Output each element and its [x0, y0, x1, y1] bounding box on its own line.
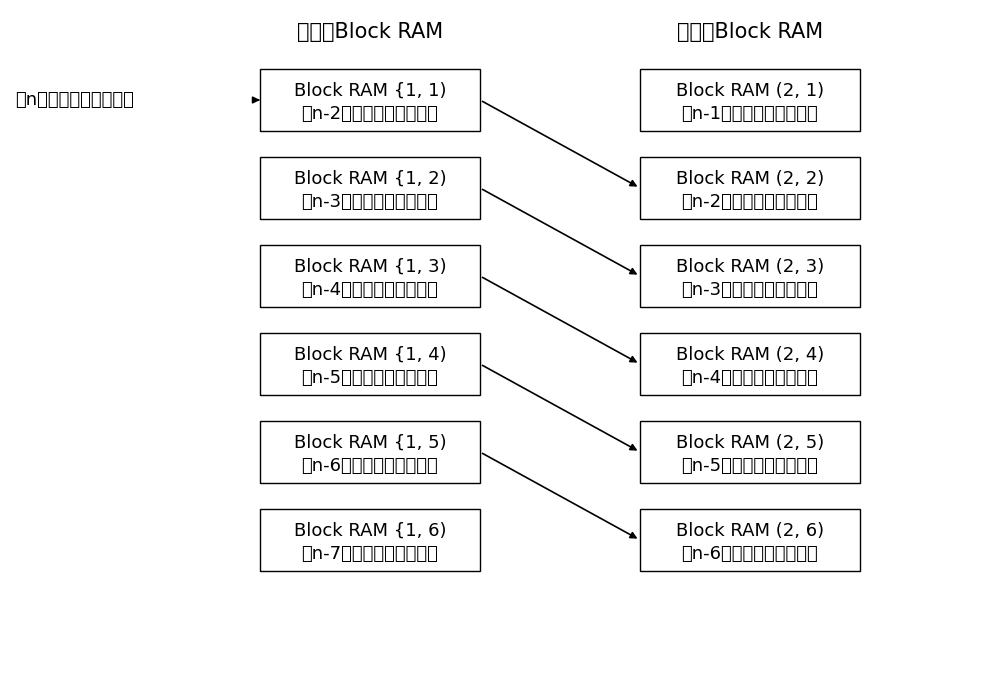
- Bar: [260, 157, 480, 219]
- Bar: [640, 333, 860, 395]
- Bar: [640, 157, 860, 219]
- Text: 第n-2采样时刻基阵列数据: 第n-2采样时刻基阵列数据: [302, 104, 438, 123]
- Text: 第n-6采样时刻基阵列数据: 第n-6采样时刻基阵列数据: [302, 457, 438, 475]
- Text: Block RAM (2, 4): Block RAM (2, 4): [676, 346, 824, 363]
- Text: 第n-7采样时刻基阵列数据: 第n-7采样时刻基阵列数据: [302, 545, 438, 563]
- Text: Block RAM {1, 2): Block RAM {1, 2): [294, 170, 446, 188]
- Bar: [260, 245, 480, 307]
- Text: 第n-4采样时刻基阵列数据: 第n-4采样时刻基阵列数据: [302, 281, 438, 299]
- Text: Block RAM {1, 3): Block RAM {1, 3): [294, 258, 446, 275]
- Bar: [640, 509, 860, 571]
- Bar: [640, 245, 860, 307]
- Text: Block RAM {1, 1): Block RAM {1, 1): [294, 82, 446, 100]
- Text: Block RAM (2, 2): Block RAM (2, 2): [676, 170, 824, 188]
- Text: 第n-5采样时刻基阵列数据: 第n-5采样时刻基阵列数据: [302, 369, 438, 387]
- Text: 第n-3采样时刻基阵列数据: 第n-3采样时刻基阵列数据: [302, 192, 438, 211]
- Text: 第n-3采样时刻基阵列数据: 第n-3采样时刻基阵列数据: [682, 281, 818, 299]
- Bar: [260, 509, 480, 571]
- Bar: [260, 69, 480, 131]
- Text: 第n采样时刻基阵列数据: 第n采样时刻基阵列数据: [15, 91, 134, 109]
- Text: 第一组Block RAM: 第一组Block RAM: [297, 22, 443, 42]
- Text: Block RAM (2, 5): Block RAM (2, 5): [676, 433, 824, 451]
- Text: 第n-4采样时刻基阵列数据: 第n-4采样时刻基阵列数据: [682, 369, 818, 387]
- Text: 第n-5采样时刻基阵列数据: 第n-5采样时刻基阵列数据: [682, 457, 818, 475]
- Text: Block RAM {1, 6): Block RAM {1, 6): [294, 521, 446, 540]
- Bar: [260, 333, 480, 395]
- Text: Block RAM (2, 1): Block RAM (2, 1): [676, 82, 824, 100]
- Text: Block RAM (2, 3): Block RAM (2, 3): [676, 258, 824, 275]
- Bar: [260, 421, 480, 483]
- Text: Block RAM (2, 6): Block RAM (2, 6): [676, 521, 824, 540]
- Bar: [640, 69, 860, 131]
- Bar: [640, 421, 860, 483]
- Text: 第n-6采样时刻基阵列数据: 第n-6采样时刻基阵列数据: [682, 545, 818, 563]
- Text: 第二组Block RAM: 第二组Block RAM: [677, 22, 823, 42]
- Text: 第n-2采样时刻基阵列数据: 第n-2采样时刻基阵列数据: [682, 192, 818, 211]
- Text: Block RAM {1, 5): Block RAM {1, 5): [294, 433, 446, 451]
- Text: 第n-1采样时刻基阵列数据: 第n-1采样时刻基阵列数据: [682, 104, 818, 123]
- Text: Block RAM {1, 4): Block RAM {1, 4): [294, 346, 446, 363]
